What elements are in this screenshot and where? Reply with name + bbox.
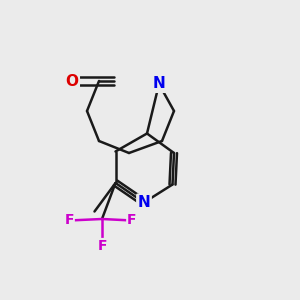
Text: F: F xyxy=(127,214,137,227)
Text: F: F xyxy=(64,214,74,227)
Text: N: N xyxy=(138,195,150,210)
Text: N: N xyxy=(153,76,165,92)
Text: F: F xyxy=(97,239,107,253)
Text: O: O xyxy=(65,74,79,88)
